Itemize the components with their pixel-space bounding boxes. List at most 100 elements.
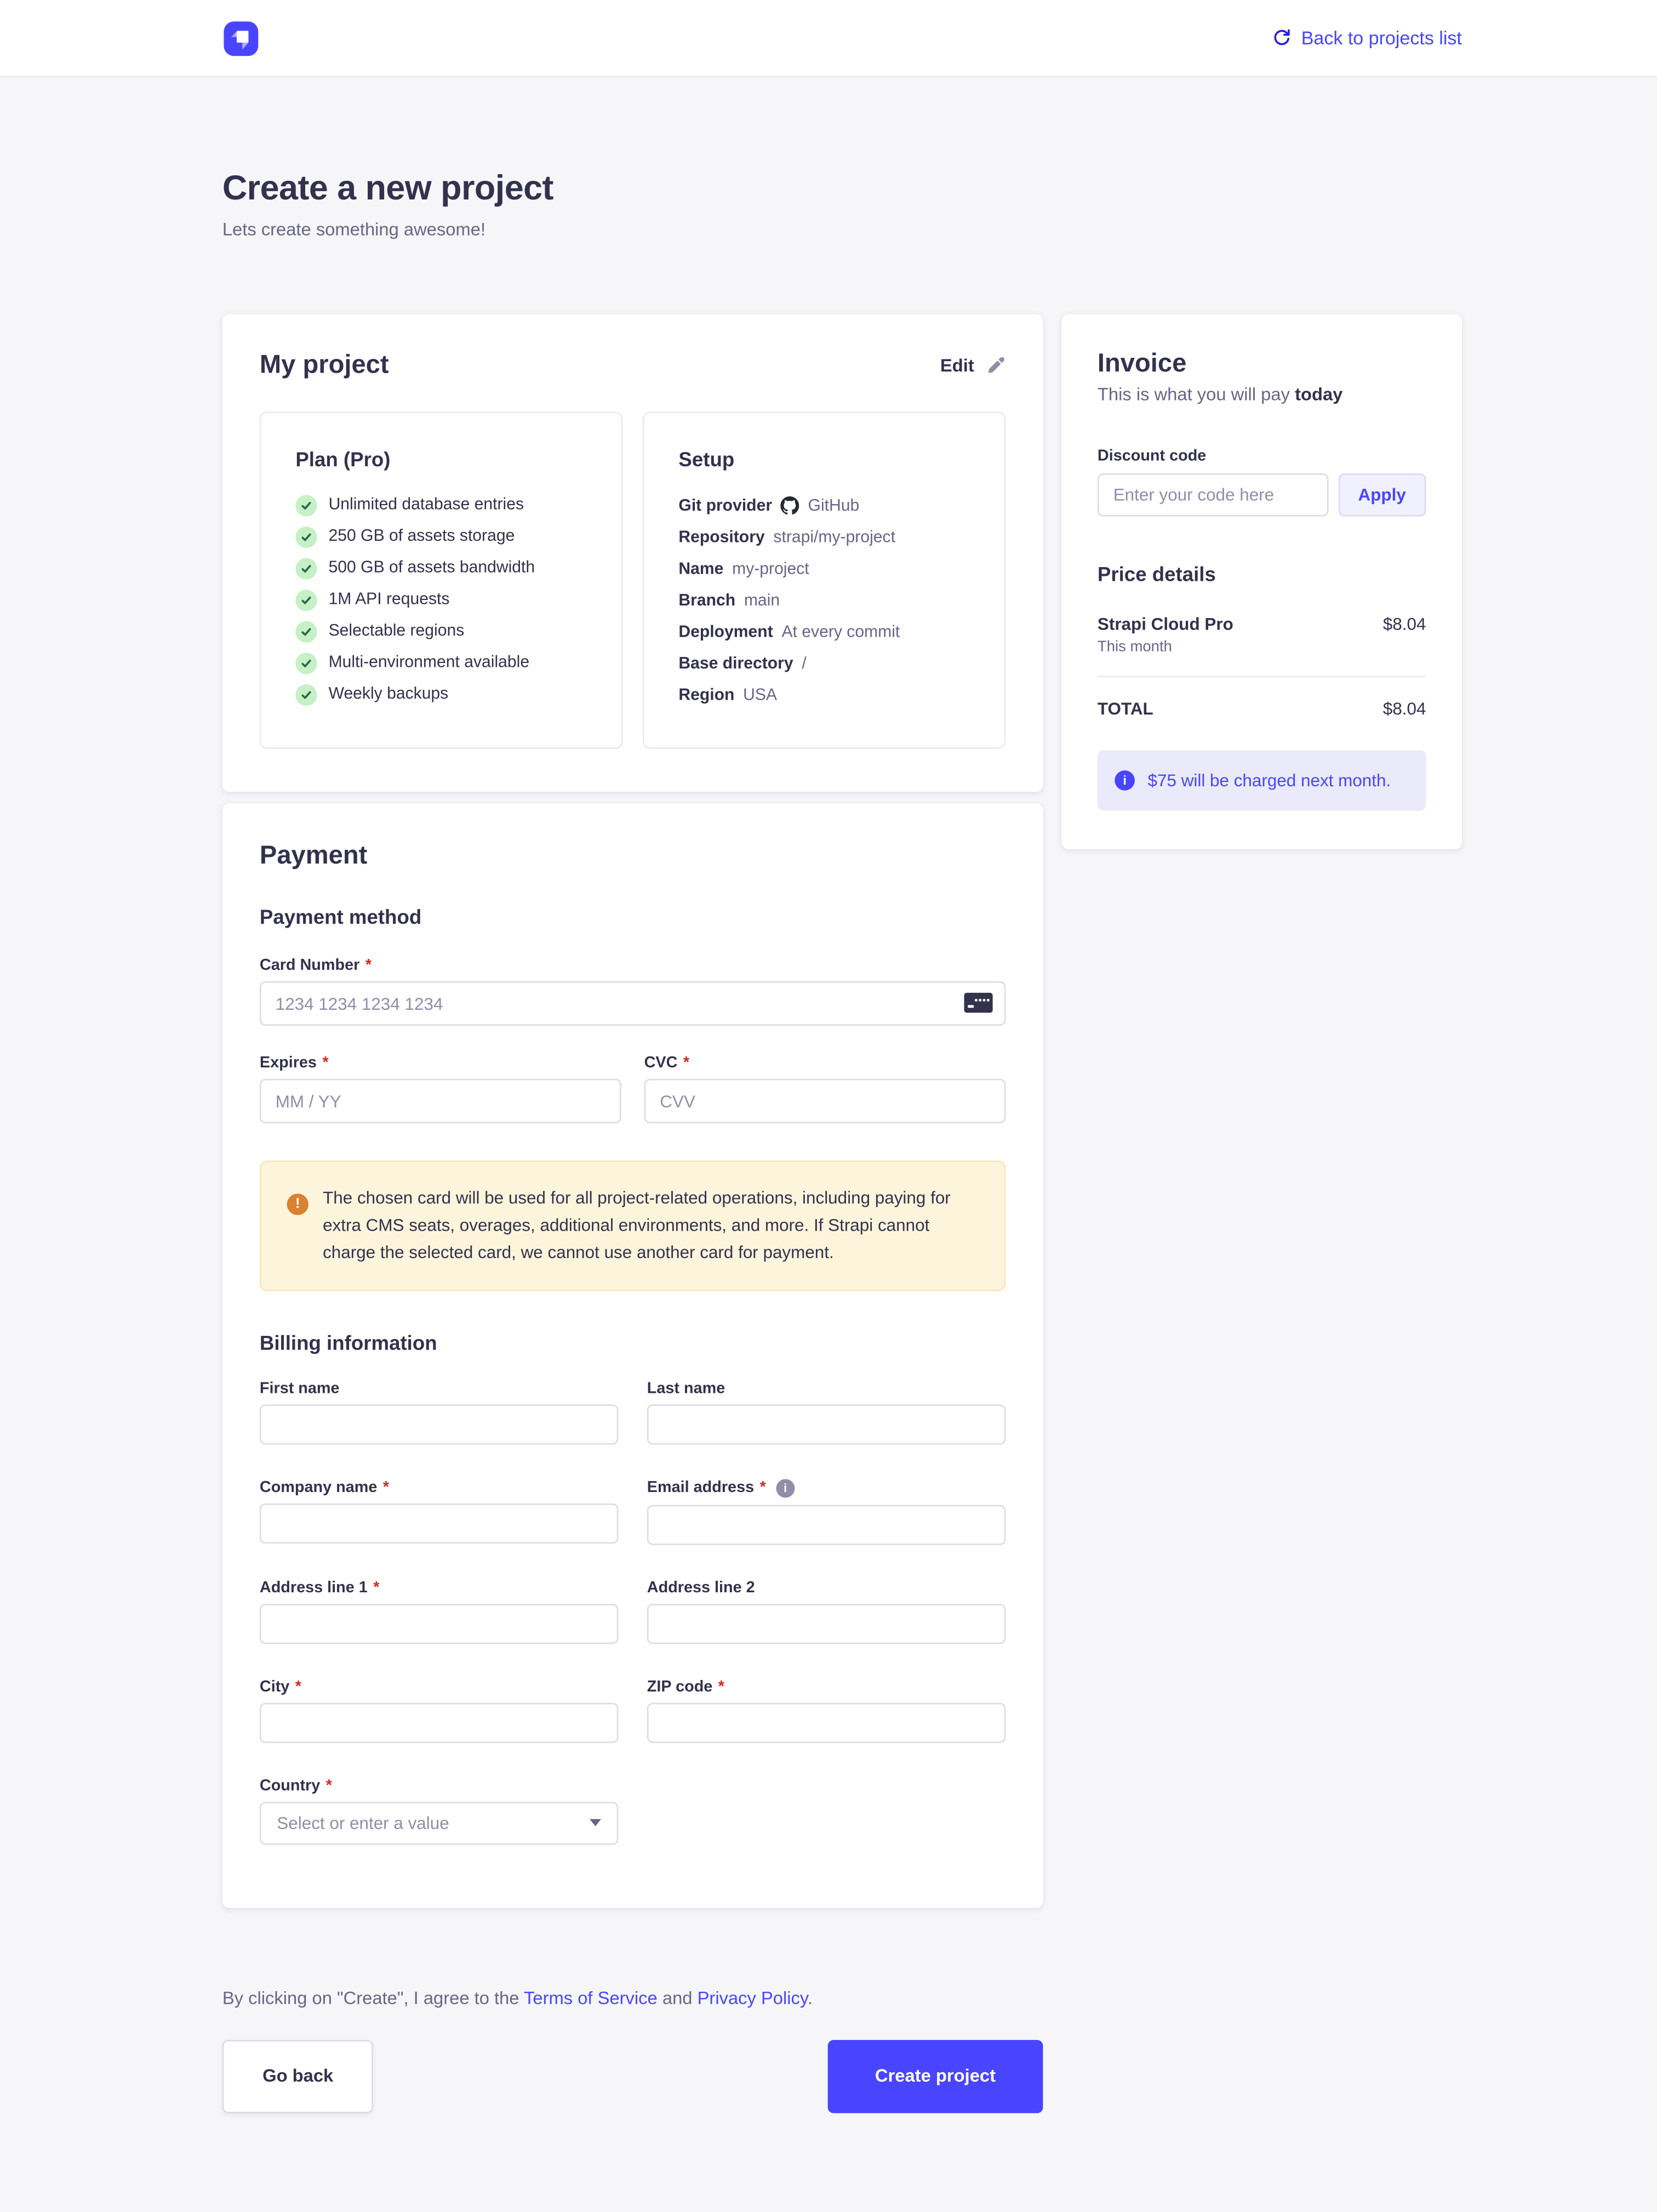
plan-feature-list: Unlimited database entries 250 GB of ass…: [295, 495, 607, 706]
country-select-placeholder: Select or enter a value: [277, 1813, 449, 1833]
first-name-label: First name: [259, 1380, 340, 1397]
cvc-label: CVC *: [644, 1054, 690, 1072]
expires-input[interactable]: [259, 1078, 621, 1124]
edit-label: Edit: [940, 355, 974, 375]
plan-feature: 500 GB of assets bandwidth: [295, 558, 607, 580]
required-mark: *: [759, 1479, 766, 1497]
card-number-input[interactable]: [259, 981, 1006, 1026]
setup-box: Setup Git provider GitHub: [642, 411, 1006, 749]
card-number-label: Card Number *: [259, 957, 372, 974]
address2-input[interactable]: [647, 1603, 1006, 1644]
page-head: Create a new project Lets create somethi…: [222, 77, 1462, 239]
total-amount: $8.04: [1382, 699, 1426, 719]
city-label: City *: [259, 1678, 301, 1696]
required-mark: *: [382, 1478, 390, 1496]
price-item-amount: $8.04: [1382, 614, 1426, 635]
plan-feature: Selectable regions: [295, 621, 607, 643]
zip-field: ZIP code *: [647, 1678, 1006, 1743]
invoice-title: Invoice: [1097, 348, 1187, 378]
cvc-field: CVC *: [644, 1054, 1006, 1124]
redo-arrow-icon: [1274, 29, 1290, 45]
invoice-divider: [1097, 676, 1426, 677]
city-field: City *: [259, 1678, 619, 1743]
card-warning-text: The chosen card will be used for all pro…: [323, 1187, 951, 1262]
next-month-notice: i $75 will be charged next month.: [1097, 750, 1426, 811]
address1-label: Address line 1 *: [259, 1579, 380, 1597]
check-circle-icon: [295, 495, 317, 517]
total-label: TOTAL: [1097, 699, 1153, 719]
address1-input[interactable]: [259, 1603, 619, 1644]
address1-field: Address line 1 *: [259, 1579, 619, 1644]
top-bar: Back to projects list: [0, 0, 1657, 78]
price-line-item: Strapi Cloud Pro This month $8.04: [1098, 614, 1426, 656]
check-circle-icon: [295, 590, 317, 611]
info-icon: i: [1115, 770, 1135, 791]
payment-title: Payment: [259, 841, 368, 870]
edit-button[interactable]: Edit: [940, 355, 1005, 375]
privacy-policy-link[interactable]: Privacy Policy: [697, 1988, 808, 2009]
plan-feature: Unlimited database entries: [295, 495, 607, 517]
expires-field: Expires *: [259, 1054, 621, 1124]
email-input[interactable]: [647, 1505, 1006, 1545]
billing-title: Billing information: [259, 1331, 437, 1354]
email-label: Email address * i: [647, 1478, 1006, 1498]
create-project-button[interactable]: Create project: [827, 2039, 1043, 2113]
total-row: TOTAL $8.04: [1098, 699, 1426, 719]
page-subtitle: Lets create something awesome!: [222, 219, 486, 240]
setup-rows: Git provider GitHub Repository strapi/my…: [678, 495, 990, 706]
email-field: Email address * i: [647, 1478, 1006, 1545]
check-circle-icon: [295, 621, 317, 643]
check-circle-icon: [295, 558, 317, 580]
plan-feature: 250 GB of assets storage: [295, 526, 607, 548]
terms-line: By clicking on "Create", I agree to the …: [222, 1988, 813, 2009]
price-item-period: This month: [1097, 638, 1172, 656]
plan-feature: 1M API requests: [295, 590, 607, 611]
country-select[interactable]: Select or enter a value: [259, 1802, 619, 1845]
required-mark: *: [322, 1054, 329, 1072]
cvc-input[interactable]: [644, 1078, 1006, 1124]
required-mark: *: [373, 1579, 380, 1597]
go-back-button[interactable]: Go back: [222, 2039, 374, 2113]
setup-row-region: Region USA: [678, 686, 778, 704]
terms-of-service-link[interactable]: Terms of Service: [524, 1988, 658, 2009]
price-item-name: Strapi Cloud Pro: [1097, 614, 1233, 635]
strapi-logo-icon: [231, 30, 249, 49]
company-name-input[interactable]: [259, 1503, 619, 1544]
invoice-card: Invoice This is what you will pay today …: [1061, 314, 1462, 849]
info-icon[interactable]: i: [776, 1478, 795, 1498]
back-link-label: Back to projects list: [1301, 27, 1462, 49]
discount-code-input[interactable]: [1097, 473, 1328, 517]
zip-input[interactable]: [647, 1702, 1006, 1743]
card-warning-notice: ! The chosen card will be used for all p…: [259, 1161, 1006, 1291]
strapi-logo[interactable]: [224, 20, 259, 55]
expires-label: Expires *: [259, 1054, 329, 1072]
required-mark: *: [718, 1678, 725, 1696]
check-circle-icon: [295, 684, 317, 706]
last-name-input[interactable]: [647, 1404, 1006, 1445]
footer-buttons: Go back Create project: [222, 2039, 1043, 2113]
first-name-field: First name: [259, 1380, 619, 1445]
github-icon: [780, 496, 799, 515]
last-name-label: Last name: [647, 1380, 725, 1397]
page-title: Create a new project: [222, 169, 554, 208]
setup-row-git-provider: Git provider GitHub: [678, 496, 860, 515]
my-project-title: My project: [259, 350, 389, 379]
payment-card: Payment Payment method Card Number *: [222, 803, 1043, 1908]
city-input[interactable]: [259, 1702, 619, 1743]
company-name-label: Company name *: [259, 1478, 390, 1496]
invoice-subtitle: This is what you will pay today: [1097, 384, 1343, 405]
back-to-projects-link[interactable]: Back to projects list: [1272, 27, 1462, 49]
check-circle-icon: [295, 653, 317, 675]
required-mark: *: [683, 1054, 690, 1072]
exclamation-icon: !: [287, 1193, 308, 1215]
first-name-input[interactable]: [259, 1404, 619, 1445]
plan-feature: Weekly backups: [295, 684, 607, 706]
required-mark: *: [325, 1777, 332, 1794]
setup-title: Setup: [678, 447, 735, 471]
last-name-field: Last name: [647, 1380, 1006, 1445]
required-mark: *: [295, 1678, 301, 1696]
address2-field: Address line 2: [647, 1579, 1006, 1644]
apply-button[interactable]: Apply: [1338, 473, 1426, 517]
address2-label: Address line 2: [647, 1579, 755, 1597]
